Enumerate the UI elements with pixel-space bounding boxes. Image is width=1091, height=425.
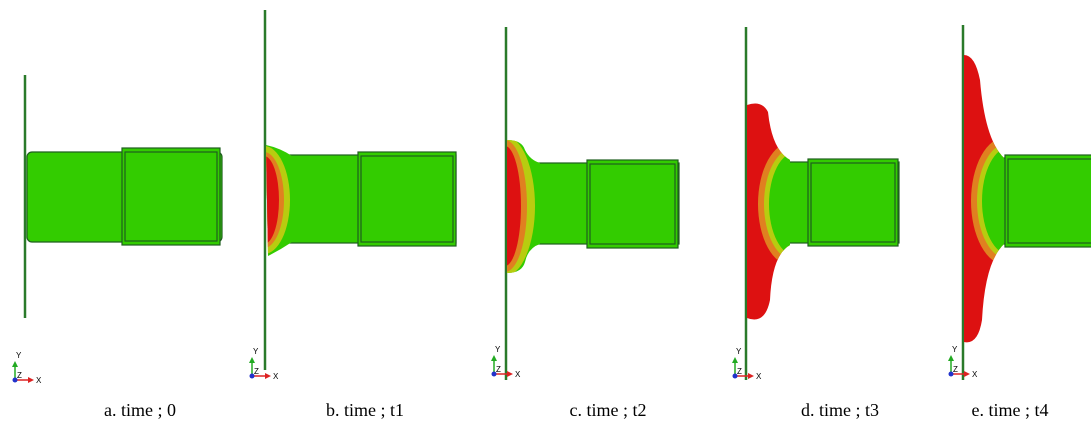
- triad-label: Z: [737, 367, 742, 376]
- panel-e: [958, 25, 1091, 380]
- triad-y-arrow: [732, 357, 738, 363]
- panel-caption: d. time ; t3: [801, 400, 879, 420]
- triad-x-arrow: [265, 373, 271, 379]
- head: [475, 135, 545, 280]
- triad-y-arrow: [948, 355, 954, 361]
- triad-x-arrow: [507, 371, 513, 377]
- triad-label: X: [756, 372, 762, 381]
- triad-label: Y: [952, 345, 958, 354]
- head: [238, 140, 300, 260]
- triad-label: Y: [16, 351, 22, 360]
- triad-label: X: [36, 376, 42, 385]
- triad-x-arrow: [964, 371, 970, 377]
- triad-x-arrow: [748, 373, 754, 379]
- sleeve: [358, 152, 456, 246]
- panel-d: [740, 27, 899, 380]
- triad-label: Z: [17, 371, 22, 380]
- panel-c: [475, 27, 679, 380]
- triad-label: X: [273, 372, 279, 381]
- triad-label: Y: [736, 347, 742, 356]
- panel-b: [238, 10, 456, 370]
- triad-y-arrow: [12, 361, 18, 367]
- triad-label: Y: [495, 345, 501, 354]
- triad-label: X: [972, 370, 978, 379]
- panel-caption: e. time ; t4: [972, 400, 1049, 420]
- sleeve: [1005, 155, 1091, 247]
- triad-y-arrow: [491, 355, 497, 361]
- sleeve: [122, 148, 220, 245]
- triad-label: Z: [496, 365, 501, 374]
- triad-label: Z: [254, 367, 259, 376]
- triad-label: Y: [253, 347, 259, 356]
- sleeve: [587, 160, 678, 248]
- figure: a. time ; 0 Y X Zb. time ; t1 Y X Zc. time ; t…: [0, 0, 1091, 425]
- sleeve: [808, 159, 898, 246]
- panel-a: [25, 75, 222, 318]
- triad-label: Z: [953, 365, 958, 374]
- panel-caption: b. time ; t1: [326, 400, 404, 420]
- triad-y-arrow: [249, 357, 255, 363]
- panel-caption: c. time ; t2: [570, 400, 647, 420]
- panel-caption: a. time ; 0: [104, 400, 176, 420]
- triad-label: X: [515, 370, 521, 379]
- triad-x-arrow: [28, 377, 34, 383]
